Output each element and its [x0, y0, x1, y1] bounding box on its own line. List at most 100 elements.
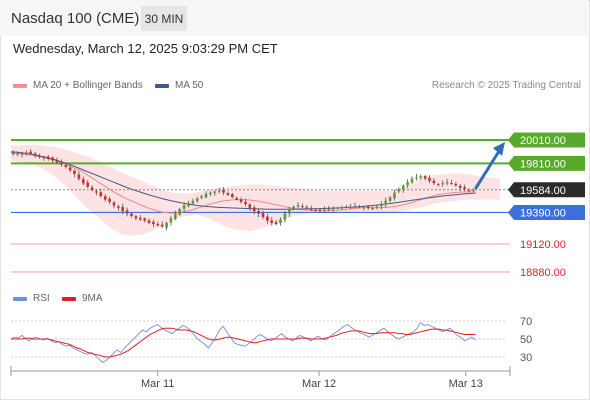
candle-body	[458, 185, 462, 188]
candle-body	[336, 207, 339, 209]
rsi-tick-30: 30	[520, 352, 532, 364]
candle-body	[55, 160, 59, 163]
candle-body	[296, 205, 300, 207]
candle-body	[454, 183, 458, 186]
candle-body	[191, 200, 195, 204]
instrument-title: Nasdaq 100 (CME)	[11, 10, 140, 27]
ma50-swatch	[155, 83, 169, 88]
legend-rsi-ma-label: 9MA	[82, 293, 103, 304]
candle-body	[441, 183, 444, 185]
candle-body	[261, 212, 265, 218]
legend-ma50-label: MA 50	[175, 80, 204, 91]
candle-body	[38, 156, 41, 157]
candle-body	[467, 190, 471, 192]
level-label-19584.00: 19584.00	[520, 185, 566, 197]
level-label-19810.00: 19810.00	[520, 158, 566, 170]
candle-body	[33, 153, 37, 156]
candle-body	[25, 152, 28, 154]
level-label-19390.00: 19390.00	[520, 207, 566, 219]
ma50-line	[10, 151, 476, 210]
candle-body	[11, 152, 15, 154]
rsi-swatch	[13, 296, 27, 301]
candle-body	[73, 170, 76, 174]
x-tick-label: Mar 11	[141, 378, 174, 390]
candle-body	[200, 196, 203, 198]
candle-body	[182, 205, 186, 209]
projection-arrow	[474, 146, 503, 190]
candle-body	[419, 176, 423, 178]
candle-body	[450, 183, 453, 184]
level-label-20010.00: 20010.00	[520, 135, 566, 147]
legend-rsi-ma: 9MA	[62, 293, 103, 304]
candle-body	[371, 208, 374, 210]
level-box-19810.00	[508, 155, 585, 171]
candle-body	[160, 224, 164, 227]
candle-body	[244, 201, 247, 205]
candle-body	[410, 178, 414, 183]
candle-body	[327, 208, 330, 210]
candle-body	[108, 198, 111, 202]
candle-body	[323, 209, 326, 211]
candle-body	[279, 219, 282, 224]
candle-body	[82, 179, 85, 184]
candle-body	[288, 208, 291, 214]
ma20-line	[10, 152, 476, 214]
candle-body	[29, 151, 32, 154]
candle-body	[248, 204, 252, 208]
level-label-19120.00: 19120.00	[520, 239, 566, 251]
candle-body	[231, 194, 234, 198]
candle-body	[213, 191, 217, 193]
chart-header	[0, 0, 588, 36]
candle-body	[270, 220, 273, 223]
rsi-ma-line	[11, 327, 476, 358]
candle-body	[472, 189, 475, 191]
candle-body	[388, 197, 392, 201]
candle-body	[432, 180, 436, 184]
candle-body	[42, 157, 46, 159]
candle-body	[178, 208, 181, 215]
rsi-line	[10, 322, 476, 363]
level-label-18880.00: 18880.00	[520, 267, 566, 279]
candle-body	[195, 198, 199, 202]
candle-body	[204, 193, 208, 198]
candle-body	[121, 206, 124, 212]
candle-body	[331, 208, 335, 210]
x-tick-label: Mar 12	[302, 378, 336, 390]
candle-body	[99, 192, 103, 196]
candle-body	[266, 216, 269, 221]
candle-body	[353, 206, 357, 207]
candle-body	[393, 192, 396, 199]
legend-bollinger: MA 20 + Bollinger Bands	[13, 80, 143, 91]
candle-body	[152, 221, 155, 225]
candle-body	[415, 177, 418, 179]
candle-body	[16, 152, 19, 155]
candle-body	[86, 182, 89, 187]
candle-body	[252, 207, 256, 212]
x-tick-label: Mar 13	[449, 378, 483, 390]
legend-ma50: MA 50	[155, 80, 203, 91]
legend-bollinger-label: MA 20 + Bollinger Bands	[33, 80, 143, 91]
candle-body	[375, 206, 379, 208]
candle-body	[77, 174, 81, 179]
candle-body	[463, 187, 466, 190]
candle-body	[345, 206, 348, 208]
candle-body	[174, 213, 177, 219]
candle-body	[401, 185, 405, 190]
candle-body	[384, 200, 387, 205]
candle-body	[103, 196, 107, 200]
candle-body	[366, 206, 370, 208]
candle-body	[134, 216, 138, 219]
rsi-tick-50: 50	[520, 334, 532, 346]
timeframe-button[interactable]: 30 MIN	[141, 6, 187, 31]
candle-body	[169, 218, 173, 223]
candle-body	[20, 152, 24, 154]
candle-body	[165, 223, 168, 228]
level-box-19584.00	[508, 182, 585, 198]
candle-body	[437, 184, 440, 186]
timestamp: Wednesday, March 12, 2025 9:03:29 PM CET	[13, 41, 278, 56]
candle-body	[46, 156, 50, 159]
candle-body	[380, 204, 383, 207]
candle-body	[301, 206, 304, 208]
candle-body	[318, 209, 322, 211]
candle-body	[222, 189, 225, 193]
